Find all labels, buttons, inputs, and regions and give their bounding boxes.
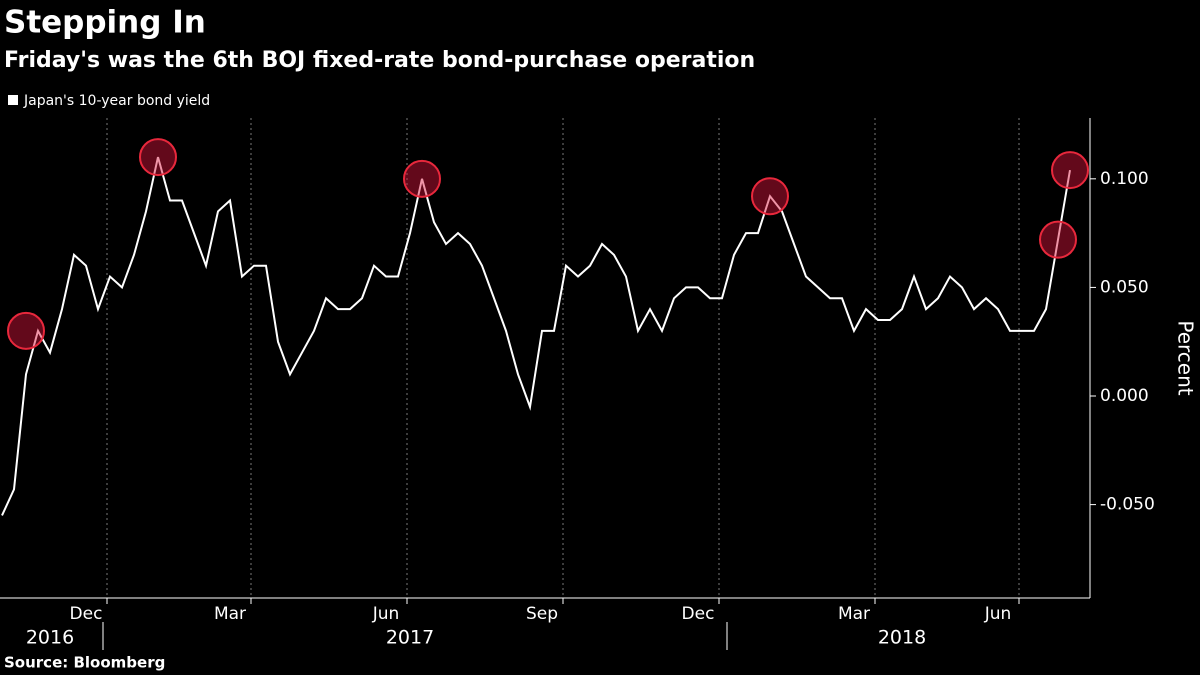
year-label: 2016: [26, 627, 74, 649]
year-label: 2017: [386, 627, 434, 649]
x-tick-label: Dec: [70, 604, 103, 624]
year-label: 2018: [878, 627, 926, 649]
line: [1, 156, 1071, 516]
x-tick-label: Jun: [984, 604, 1012, 624]
y-tick-label: 0.050: [1100, 277, 1149, 297]
y-tick-label: -0.050: [1100, 495, 1155, 515]
y-tick-label: 0.100: [1100, 169, 1149, 189]
x-tick-label: Mar: [214, 604, 246, 624]
chart-subtitle: Friday's was the 6th BOJ fixed-rate bond…: [4, 48, 755, 73]
x-tick-label: Sep: [526, 604, 558, 624]
operation-marker: [1051, 151, 1089, 190]
operation-marker: [751, 177, 789, 216]
operation-marker: [139, 138, 177, 177]
x-tick-label: Jun: [372, 604, 400, 624]
legend-label: Japan's 10-year bond yield: [23, 93, 210, 109]
x-tick-label: Mar: [838, 604, 870, 624]
y-axis-label: Percent: [1174, 320, 1198, 395]
operation-marker: [403, 159, 441, 198]
legend-swatch: [8, 95, 18, 105]
x-tick-label: Dec: [682, 604, 715, 624]
operation-marker: [1039, 220, 1077, 259]
source: Source: Bloomberg: [4, 654, 165, 672]
chart-title: Stepping In: [4, 5, 206, 41]
y-tick-label: 0.000: [1100, 386, 1149, 406]
operation-marker: [7, 311, 45, 350]
